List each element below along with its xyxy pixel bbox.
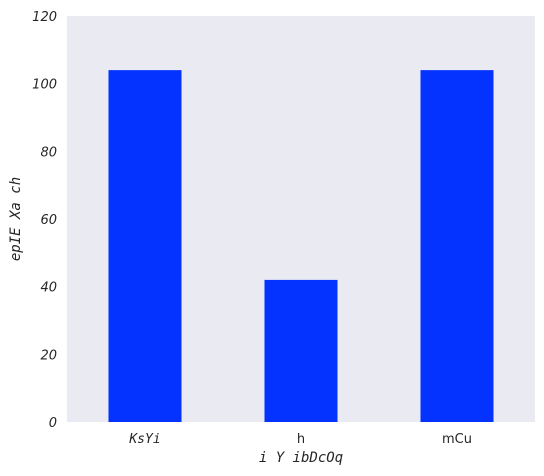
y-tick-label: 20 [40, 348, 57, 363]
y-tick-label: 0 [49, 416, 57, 431]
x-tick-label: KsYi [128, 432, 160, 447]
y-tick-label: 60 [40, 213, 57, 228]
x-tick-label: mCu [442, 432, 472, 447]
x-tick-label: h [297, 432, 305, 447]
bar-2 [264, 279, 338, 422]
bars-group [108, 70, 494, 422]
y-axis-label: epIE Xa ch [8, 177, 24, 261]
y-tick-label: 100 [32, 78, 57, 93]
x-axis-ticks: KsYi h mCu [128, 432, 472, 447]
x-axis-label: i Y ibDcOq [259, 450, 343, 466]
y-tick-label: 120 [32, 10, 57, 25]
bar-1 [108, 70, 182, 422]
bar-3 [420, 70, 494, 422]
y-tick-label: 80 [40, 145, 57, 160]
y-axis-ticks: 0 20 40 60 80 100 120 [32, 10, 57, 431]
y-tick-label: 40 [40, 281, 57, 296]
